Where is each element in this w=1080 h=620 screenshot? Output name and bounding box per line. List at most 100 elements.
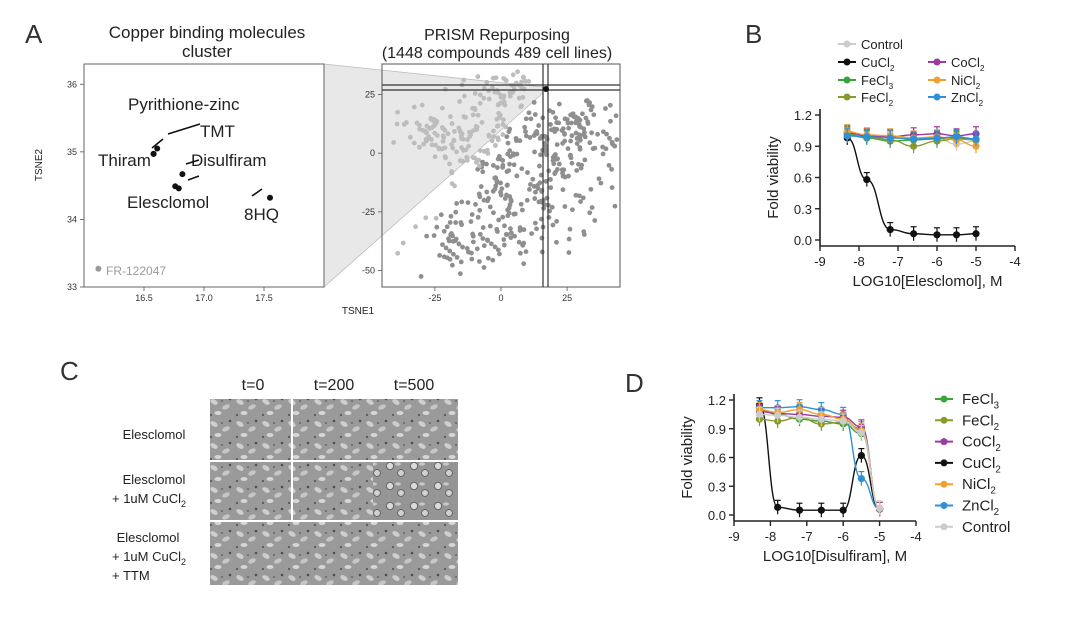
prism-point bbox=[506, 210, 512, 216]
legend-b-swatch-dot bbox=[933, 58, 941, 66]
prism-point bbox=[498, 189, 503, 195]
compound-label: FR-122047 bbox=[106, 264, 166, 278]
prism-point bbox=[577, 193, 582, 199]
right-y-tick-label: 25 bbox=[365, 90, 375, 100]
left-y-tick-label: 36 bbox=[67, 79, 77, 89]
d-data-point bbox=[839, 417, 847, 425]
prism-point bbox=[480, 225, 486, 230]
prism-point bbox=[527, 135, 533, 140]
prism-point bbox=[440, 242, 445, 248]
prism-point bbox=[562, 116, 568, 122]
prism-point bbox=[479, 119, 485, 125]
prism-point bbox=[496, 110, 502, 116]
prism-point bbox=[434, 224, 440, 230]
prism-point bbox=[481, 243, 487, 249]
prism-point bbox=[543, 178, 549, 184]
prism-point bbox=[484, 161, 489, 167]
prism-point bbox=[476, 191, 482, 197]
b-data-point bbox=[972, 142, 980, 150]
legend-b-label: FeCl2 bbox=[861, 90, 893, 108]
d-x-tick-label: -6 bbox=[837, 529, 849, 544]
prism-point bbox=[592, 218, 598, 223]
prism-point bbox=[550, 222, 556, 228]
legend-d-label: ZnCl2 bbox=[962, 498, 999, 519]
prism-point bbox=[470, 112, 476, 118]
prism-point bbox=[453, 209, 459, 215]
d-data-point bbox=[817, 506, 825, 514]
right-x-tick-label: 25 bbox=[562, 293, 572, 303]
d-x-tick-label: -7 bbox=[801, 529, 813, 544]
prism-point bbox=[500, 157, 506, 163]
prism-point bbox=[566, 236, 572, 242]
prism-point bbox=[448, 114, 453, 119]
prism-point bbox=[423, 136, 429, 142]
prism-point bbox=[462, 93, 467, 99]
compound-point bbox=[267, 194, 273, 201]
prism-point bbox=[484, 147, 490, 153]
legend-d-label: FeCl2 bbox=[962, 412, 999, 433]
prism-point bbox=[614, 137, 620, 143]
prism-point bbox=[460, 244, 465, 250]
prism-point bbox=[468, 131, 474, 137]
prism-point bbox=[524, 197, 530, 203]
legend-d-swatch-dot bbox=[940, 438, 948, 446]
prism-point bbox=[528, 182, 533, 187]
panel-b-letter: B bbox=[745, 19, 762, 49]
prism-point bbox=[489, 138, 495, 144]
prism-point bbox=[525, 170, 530, 175]
prism-point bbox=[442, 86, 448, 92]
d-x-tick-label: -9 bbox=[728, 529, 740, 544]
prism-point bbox=[452, 128, 457, 134]
prism-point bbox=[582, 157, 588, 163]
prism-point bbox=[600, 151, 606, 157]
prism-point bbox=[587, 210, 593, 216]
left-x-tick-label: 17.5 bbox=[255, 293, 273, 303]
prism-point bbox=[453, 220, 459, 225]
prism-point bbox=[588, 186, 594, 192]
prism-point bbox=[495, 102, 501, 108]
prism-point bbox=[556, 120, 562, 126]
prism-point bbox=[454, 201, 460, 206]
prism-point bbox=[495, 247, 501, 253]
d-data-point bbox=[795, 506, 804, 514]
prism-point bbox=[505, 140, 511, 146]
prism-point bbox=[567, 226, 573, 232]
prism-point bbox=[514, 173, 520, 179]
legend-d-label: CoCl2 bbox=[962, 434, 1001, 455]
prism-point bbox=[542, 143, 548, 149]
prism-point bbox=[508, 230, 514, 236]
prism-point bbox=[451, 251, 456, 257]
prism-point bbox=[478, 184, 484, 189]
prism-point bbox=[458, 133, 464, 139]
micrograph-r2-c2 bbox=[293, 462, 373, 520]
prism-point bbox=[470, 155, 476, 161]
prism-point bbox=[553, 115, 559, 121]
row3-label-line3: + TTM bbox=[112, 568, 150, 583]
prism-point bbox=[583, 98, 589, 104]
prism-point bbox=[527, 186, 532, 192]
prism-point bbox=[591, 112, 597, 118]
prism-point bbox=[447, 161, 452, 167]
prism-point bbox=[500, 95, 506, 101]
compound-point bbox=[179, 171, 186, 178]
prism-point bbox=[431, 233, 437, 239]
b-x-tick-label: -4 bbox=[1009, 254, 1021, 269]
prism-point bbox=[473, 123, 479, 129]
prism-point bbox=[472, 91, 478, 96]
prism-point bbox=[443, 155, 448, 161]
left-y-tick-label: 33 bbox=[67, 282, 77, 292]
prism-point bbox=[526, 79, 532, 84]
prism-point bbox=[465, 137, 470, 143]
prism-point bbox=[404, 120, 409, 125]
prism-point bbox=[520, 94, 526, 100]
prism-point bbox=[480, 159, 485, 165]
prism-point bbox=[552, 171, 558, 177]
prism-point bbox=[566, 173, 571, 179]
prism-point bbox=[494, 165, 500, 170]
prism-point bbox=[421, 141, 426, 147]
right-x-tick-label: -25 bbox=[428, 293, 441, 303]
prism-point bbox=[449, 142, 454, 147]
legend-b-label: ZnCl2 bbox=[951, 90, 983, 108]
prism-point bbox=[486, 96, 492, 102]
